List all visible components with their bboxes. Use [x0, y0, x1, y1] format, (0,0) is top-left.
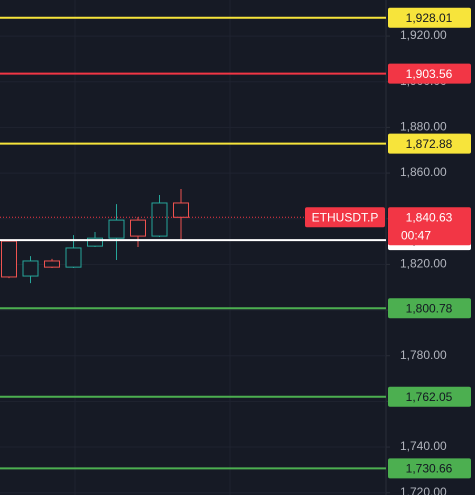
y-tick-label: 1,860.00	[400, 165, 447, 179]
candle-body	[173, 202, 189, 218]
y-tick-label: 1,820.00	[400, 257, 447, 271]
candle-body	[87, 237, 103, 247]
price-tag	[388, 458, 471, 479]
price-tag-label: 1,730.66	[406, 462, 453, 476]
price-tag-label: 1,928.01	[406, 11, 453, 25]
price-tag	[388, 133, 471, 154]
price-tag-label: 1,903.56	[406, 67, 453, 81]
price-tag-label: 1,872.88	[406, 137, 453, 151]
candle-body	[44, 260, 60, 268]
price-tag	[388, 63, 471, 84]
candle-body	[151, 202, 168, 237]
price-tag-label: 1,800.78	[406, 301, 453, 315]
candle-body	[130, 219, 146, 237]
y-tick-label: 1,780.00	[400, 348, 447, 362]
countdown-label: 00:47	[401, 228, 431, 242]
candle-body	[1, 240, 17, 278]
y-tick-label: 1,720.00	[400, 485, 447, 495]
candle-body	[108, 219, 125, 239]
price-tag	[388, 7, 471, 28]
y-tick-label: 1,880.00	[400, 120, 447, 134]
candle-body	[65, 247, 82, 268]
current-price-label: 1,840.63	[406, 210, 453, 224]
y-tick-label: 1,920.00	[400, 28, 447, 42]
price-tag-label: 1,762.05	[406, 390, 453, 404]
price-tag	[388, 298, 471, 319]
symbol-tag	[305, 207, 385, 228]
price-tag	[388, 386, 471, 407]
y-tick-label: 1,740.00	[400, 439, 447, 453]
symbol-label: ETHUSDT.P	[312, 210, 379, 224]
candle-body	[22, 260, 39, 277]
current-price-tag	[388, 207, 471, 246]
